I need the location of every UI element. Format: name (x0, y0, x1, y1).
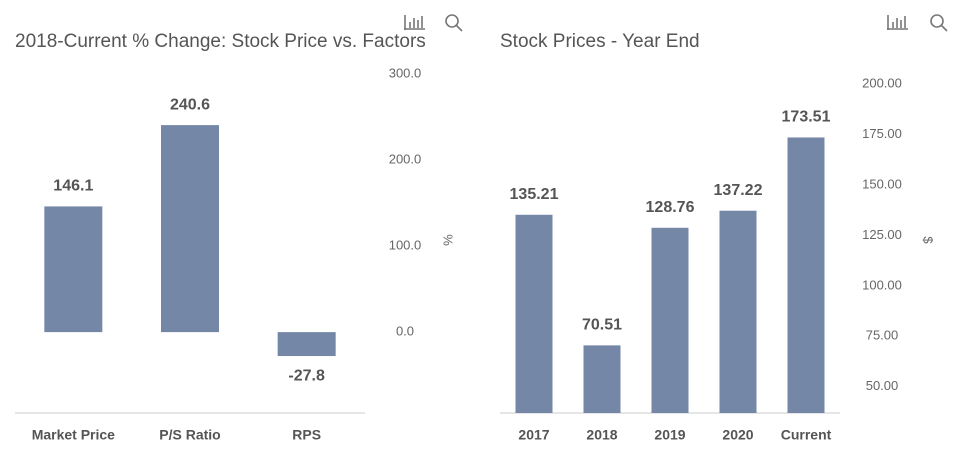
y-axis-label: $ (921, 236, 936, 244)
y-tick-label: 200.00 (862, 75, 902, 90)
y-tick-label: 0.0 (396, 324, 414, 339)
y-tick-label: 300.0 (389, 65, 422, 80)
data-label: 128.76 (646, 199, 695, 216)
data-label: 240.6 (170, 96, 210, 113)
y-tick-label: 75.00 (866, 328, 899, 343)
y-tick-label: 150.00 (862, 176, 902, 191)
x-tick-label: RPS (292, 427, 321, 443)
zoom-icon[interactable] (445, 14, 463, 32)
y-tick-label: 200.0 (389, 151, 422, 166)
y-tick-label: 125.00 (862, 227, 902, 242)
chart-title: Stock Prices - Year End (500, 31, 700, 52)
chart-title: 2018-Current % Change: Stock Price vs. F… (15, 31, 426, 52)
bar (44, 206, 103, 333)
bar (787, 137, 825, 414)
bar (277, 332, 336, 357)
data-label: 146.1 (53, 178, 93, 195)
y-tick-label: 175.00 (862, 126, 902, 141)
x-tick-label: 2018 (586, 427, 617, 443)
chart-icon[interactable] (887, 15, 908, 30)
x-tick-label: 2017 (518, 427, 549, 443)
data-label: 173.51 (782, 109, 831, 126)
zoom-icon[interactable] (930, 14, 948, 32)
bar (719, 210, 757, 413)
data-label: 137.22 (714, 182, 763, 199)
x-tick-label: 2019 (654, 427, 685, 443)
data-label: 70.51 (582, 317, 622, 334)
y-axis-label: % (441, 234, 456, 246)
y-tick-label: 100.00 (862, 277, 902, 292)
x-tick-label: Current (781, 427, 832, 443)
x-tick-label: 2020 (722, 427, 753, 443)
bar (583, 345, 621, 413)
bar (515, 214, 553, 413)
y-tick-label: 100.0 (389, 238, 422, 253)
bar (651, 227, 689, 413)
x-tick-label: P/S Ratio (159, 427, 220, 443)
bar (161, 125, 219, 333)
y-tick-label: 50.00 (866, 378, 899, 393)
chart-icon[interactable] (404, 15, 425, 30)
data-label: 135.21 (510, 186, 559, 203)
x-tick-label: Market Price (32, 427, 115, 443)
data-label: -27.8 (288, 367, 325, 384)
